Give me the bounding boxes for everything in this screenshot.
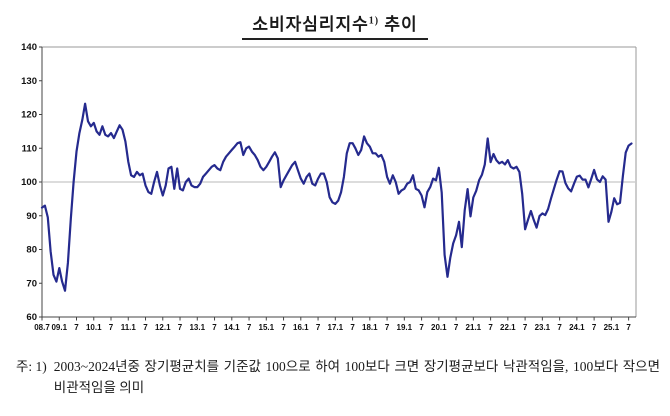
- title-tail: 추이: [379, 15, 418, 34]
- x-tick-label: 17.1: [328, 323, 344, 332]
- y-tick-label: 80: [26, 245, 37, 256]
- x-tick-label: 14.1: [224, 323, 240, 332]
- x-tick-label: 16.1: [293, 323, 309, 332]
- x-tick-label: 08.7: [34, 323, 50, 332]
- ccsi-line-series: [40, 102, 633, 292]
- x-tick-label: 19.1: [397, 323, 413, 332]
- x-tick-label: 7: [350, 323, 355, 332]
- x-tick-label: 18.1: [362, 323, 378, 332]
- footnote-text: 2003~2024년중 장기평균치를 기준값 100으로 하여 100보다 크면…: [53, 359, 660, 395]
- x-tick-label: 21.1: [466, 323, 482, 332]
- page-title: 소비자심리지수1) 추이: [242, 10, 428, 40]
- x-tick-label: 7: [212, 323, 217, 332]
- x-tick-label: 7: [419, 323, 424, 332]
- x-tick-label: 15.1: [259, 323, 275, 332]
- x-tick-label: 11.1: [121, 323, 137, 332]
- x-tick-label: 7: [557, 323, 562, 332]
- title-main: 소비자심리지수: [252, 15, 369, 34]
- x-tick-label: 7: [454, 323, 459, 332]
- x-tick-label: 20.1: [431, 323, 447, 332]
- x-tick-label: 7: [523, 323, 528, 332]
- x-tick-label: 7: [592, 323, 597, 332]
- y-tick-label: 100: [21, 177, 37, 188]
- x-tick-label: 7: [143, 323, 148, 332]
- chart-header: 소비자심리지수1) 추이: [0, 10, 670, 40]
- x-tick-label: 25.1: [604, 323, 620, 332]
- y-tick-label: 60: [26, 312, 37, 323]
- x-tick-label: 7: [626, 323, 631, 332]
- y-tick-label: 120: [21, 110, 37, 121]
- x-tick-label: 23.1: [535, 323, 551, 332]
- y-tick-label: 110: [22, 143, 37, 154]
- x-tick-label: 22.1: [500, 323, 516, 332]
- y-tick-label: 90: [26, 211, 37, 222]
- x-tick-label: 7: [488, 323, 493, 332]
- title-footnote-marker: 1): [368, 15, 380, 27]
- x-tick-label: 7: [178, 323, 183, 332]
- x-tick-label: 7: [385, 323, 390, 332]
- x-tick-label: 10.1: [86, 323, 102, 332]
- x-tick-label: 7: [109, 323, 114, 332]
- footnote: 주: 1) 2003~2024년중 장기평균치를 기준값 100으로 하여 10…: [16, 357, 660, 399]
- footnote-label: 주: 1): [16, 359, 47, 374]
- x-tick-label: 7: [247, 323, 252, 332]
- x-tick-label: 7: [74, 323, 79, 332]
- y-tick-label: 70: [26, 278, 37, 289]
- x-tick-label: 12.1: [155, 323, 171, 332]
- y-tick-label: 130: [21, 76, 37, 87]
- x-tick-label: 7: [281, 323, 286, 332]
- x-tick-label: 13.1: [189, 323, 205, 332]
- x-tick-label: 7: [316, 323, 321, 332]
- x-tick-label: 09.1: [51, 323, 67, 332]
- x-tick-label: 24.1: [569, 323, 585, 332]
- y-tick-label: 140: [21, 42, 37, 53]
